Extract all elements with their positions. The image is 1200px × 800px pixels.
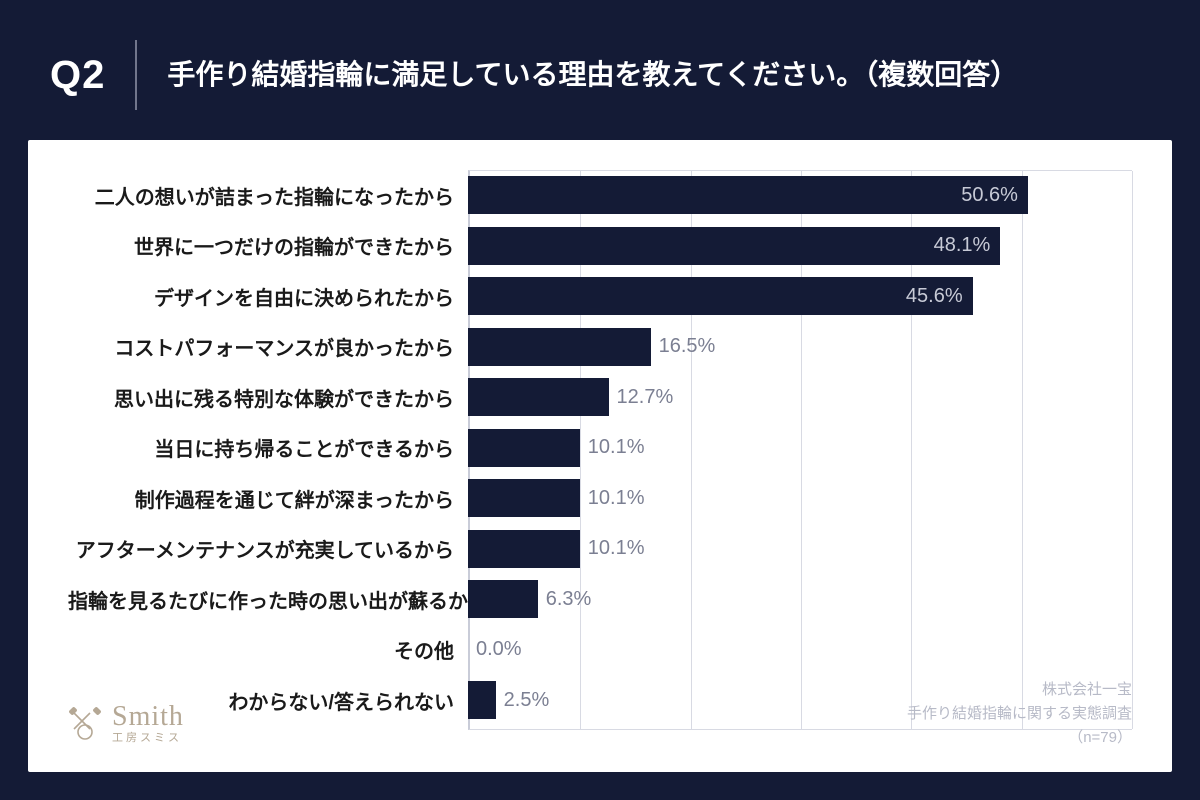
bar: 10.1% — [468, 429, 580, 467]
footer-line-2: 手作り結婚指輪に関する実態調査 — [907, 702, 1132, 726]
chart-row: 当日に持ち帰ることができるから10.1% — [68, 423, 1132, 474]
bar-value: 48.1% — [934, 234, 991, 257]
logo-text: Smith 工房スミス — [112, 703, 184, 744]
bar-label: コストパフォーマンスが良かったから — [68, 332, 468, 361]
chart-row: 世界に一つだけの指輪ができたから 48.1% — [68, 221, 1132, 272]
bar: 12.7% — [468, 378, 609, 416]
bar-label: 指輪を見るたびに作った時の思い出が蘇るから — [68, 585, 468, 614]
chart-row: その他 0.0% — [68, 625, 1132, 676]
footer-line-1: 株式会社一宝 — [907, 678, 1132, 702]
bar: 16.5% — [468, 328, 651, 366]
bar-track: 6.3% — [468, 574, 1132, 625]
footer-line-3: （n=79） — [907, 726, 1132, 750]
bar-label: 当日に持ち帰ることができるから — [68, 433, 468, 462]
bar-track: 10.1% — [468, 524, 1132, 575]
bar: 2.5% — [468, 681, 496, 719]
bar-label: 制作過程を通じて絆が深まったから — [68, 484, 468, 513]
bar-track: 10.1% — [468, 473, 1132, 524]
bar-track: 50.6% — [468, 170, 1132, 221]
bar: 6.3% — [468, 580, 538, 618]
bar-value: 12.7% — [617, 386, 674, 409]
bar: 45.6% — [468, 277, 973, 315]
question-number: Q2 — [50, 53, 105, 98]
chart-row: 制作過程を通じて絆が深まったから10.1% — [68, 473, 1132, 524]
bar-label: アフターメンテナンスが充実しているから — [68, 534, 468, 563]
chart-row: 指輪を見るたびに作った時の思い出が蘇るから6.3% — [68, 574, 1132, 625]
bar-value: 45.6% — [906, 285, 963, 308]
bar-value: 10.1% — [588, 436, 645, 459]
bar-track: 16.5% — [468, 322, 1132, 373]
question-header: Q2 手作り結婚指輪に満足している理由を教えてください。（複数回答） — [0, 0, 1200, 140]
chart-area: 二人の想いが詰まった指輪になったから 50.6% 世界に一つだけの指輪ができたから 4… — [68, 170, 1132, 730]
bar-value: 50.6% — [961, 184, 1018, 207]
logo-main: Smith — [112, 703, 184, 731]
bar-value: 16.5% — [659, 335, 716, 358]
bar-label: 思い出に残る特別な体験ができたから — [68, 383, 468, 412]
bar: 10.1% — [468, 479, 580, 517]
footer-note: 株式会社一宝 手作り結婚指輪に関する実態調査 （n=79） — [907, 678, 1132, 750]
bar-value: 10.1% — [588, 537, 645, 560]
chart-row: 二人の想いが詰まった指輪になったから 50.6% — [68, 170, 1132, 221]
bar-track: 0.0% — [468, 625, 1132, 676]
bar-label: 二人の想いが詰まった指輪になったから — [68, 181, 468, 210]
gridline — [1132, 171, 1133, 729]
chart-row: コストパフォーマンスが良かったから16.5% — [68, 322, 1132, 373]
chart-row: 思い出に残る特別な体験ができたから12.7% — [68, 372, 1132, 423]
bar: 10.1% — [468, 530, 580, 568]
chart-rows: 二人の想いが詰まった指輪になったから 50.6% 世界に一つだけの指輪ができたから 4… — [68, 170, 1132, 726]
header-divider — [135, 40, 137, 110]
bar-value: 10.1% — [588, 487, 645, 510]
page: Q2 手作り結婚指輪に満足している理由を教えてください。（複数回答） 二人の想い… — [0, 0, 1200, 800]
bar-label: 世界に一つだけの指輪ができたから — [68, 231, 468, 260]
bar-value: 2.5% — [504, 689, 550, 712]
chart-row: アフターメンテナンスが充実しているから10.1% — [68, 524, 1132, 575]
bar-label: その他 — [68, 635, 468, 664]
bar: 48.1% — [468, 227, 1000, 265]
logo-sub: 工房スミス — [112, 733, 184, 744]
brand-logo: Smith 工房スミス — [68, 703, 184, 744]
bar-track: 48.1% — [468, 221, 1132, 272]
chart-row: デザインを自由に決められたから 45.6% — [68, 271, 1132, 322]
chart-card: 二人の想いが詰まった指輪になったから 50.6% 世界に一つだけの指輪ができたから 4… — [28, 140, 1172, 772]
bar-label: デザインを自由に決められたから — [68, 282, 468, 311]
question-title: 手作り結婚指輪に満足している理由を教えてください。（複数回答） — [167, 54, 1018, 96]
bar: 50.6% — [468, 176, 1028, 214]
bar-value: 6.3% — [546, 588, 592, 611]
bar-value: 0.0% — [476, 638, 522, 661]
bar-track: 10.1% — [468, 423, 1132, 474]
bar-track: 12.7% — [468, 372, 1132, 423]
hammer-ring-icon — [68, 707, 102, 741]
bar-track: 45.6% — [468, 271, 1132, 322]
